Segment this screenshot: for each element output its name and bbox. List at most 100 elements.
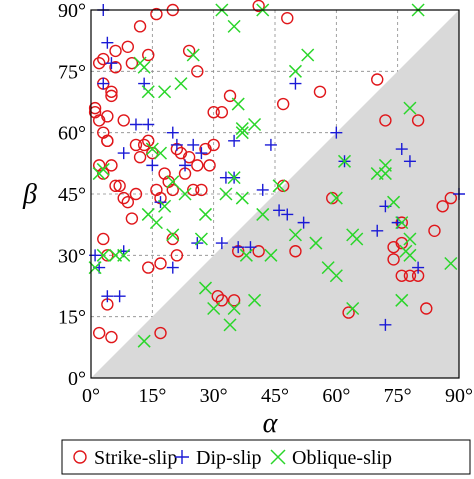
oblique-slip-point (166, 175, 180, 189)
dip-slip-point (264, 138, 277, 151)
dip-slip-point (101, 36, 114, 49)
strike-slip-point (154, 257, 167, 270)
strike-slip-point (129, 187, 143, 201)
x-tick-label: 90° (445, 385, 473, 407)
strike-slip-point (121, 40, 135, 53)
oblique-slip-point (239, 248, 253, 262)
x-tick-label: 75° (384, 385, 412, 407)
oblique-slip-point (337, 154, 352, 168)
strike-slip-point (97, 232, 110, 246)
x-tick-label: 15° (138, 385, 166, 407)
strike-slip-point (182, 150, 196, 164)
dip-slip-point (371, 224, 384, 237)
strike-slip-point (342, 306, 355, 319)
strike-slip-point (105, 159, 118, 172)
strike-slip-point (92, 114, 106, 127)
strike-slip-point (371, 73, 384, 86)
y-axis-label: β (22, 179, 37, 210)
strike-slip-point (420, 302, 433, 315)
dip-slip-point (142, 118, 155, 131)
legend: Strike-slip Dip-slip Oblique-slip (61, 439, 471, 475)
strike-slip-point (215, 106, 229, 119)
oblique-slip-point (329, 191, 343, 205)
strike-slip-point (166, 232, 179, 246)
dip-slip-point (330, 126, 343, 139)
oblique-slip-point (288, 228, 302, 242)
dip-slip-point (379, 318, 392, 331)
legend-label-dip-slip: Dip-slip (196, 447, 262, 469)
legend-box (61, 439, 471, 475)
dip-slip-point (412, 261, 425, 274)
strike-slip-point (170, 249, 184, 262)
strike-slip-point (137, 138, 151, 152)
dip-slip-point (146, 159, 159, 172)
dip-slip-point (101, 290, 114, 303)
x-axis-label: α (263, 408, 279, 439)
oblique-slip-point (227, 171, 241, 185)
oblique-slip-point (141, 207, 155, 221)
strike-slip-point (191, 65, 204, 78)
oblique-slip-point (219, 187, 233, 201)
dip-slip-point (297, 216, 310, 229)
strike-slip-point (387, 253, 400, 266)
x-tick-label: 60° (322, 385, 350, 407)
oblique-slip-point (231, 97, 245, 111)
x-tick-labels: 0° 15° 30° 45° 60° 75° 90° (82, 385, 473, 407)
oblique-slip-point (301, 48, 315, 62)
strike-slip-point (142, 261, 155, 274)
oblique-slip-point (227, 301, 241, 316)
strike-slip-point (142, 134, 155, 148)
strike-slip-point (276, 97, 290, 111)
oblique-slip-point (223, 318, 237, 332)
legend-marker-strike-slip (73, 450, 87, 464)
strike-slip-point (105, 330, 118, 344)
strike-slip-point (109, 44, 122, 58)
dip-slip-point (170, 138, 183, 151)
oblique-slip-point (186, 48, 200, 62)
strike-slip-point (395, 269, 408, 282)
strike-slip-point (215, 294, 229, 307)
oblique-slip-point (395, 293, 409, 307)
strike-slip-point (326, 191, 339, 205)
dip-slip-point (228, 134, 241, 147)
strike-slip-point (105, 89, 118, 103)
legend-label-strike-slip: Strike-slip (94, 447, 177, 469)
strike-slip-point (403, 269, 417, 282)
dip-slip-point (166, 126, 179, 139)
y-tick-label: 30° (58, 245, 86, 267)
dip-slip-point (256, 183, 269, 196)
x-tick-label: 45° (261, 385, 289, 407)
dip-slip-point (232, 241, 245, 254)
strike-slip-point (101, 249, 114, 262)
y-tick-label: 0° (68, 368, 86, 390)
dip-slip-point (195, 147, 208, 160)
oblique-slip-point (174, 77, 188, 91)
strike-slip-point (117, 114, 130, 127)
dip-slip-point (215, 237, 228, 250)
oblique-slip-point (329, 269, 343, 283)
oblique-slip-point (137, 60, 151, 74)
strike-slip-point (109, 179, 122, 193)
strike-slip-point (97, 52, 110, 66)
strike-slip-point (252, 0, 265, 13)
strike-slip-point (182, 44, 196, 58)
legend-label-oblique-slip: Oblique-slip (292, 447, 392, 469)
strike-slip-point (252, 245, 265, 258)
strike-slip-point (187, 183, 200, 197)
oblique-slip-point (272, 179, 286, 193)
oblique-slip-point (96, 162, 110, 176)
dip-slip-point (97, 77, 110, 90)
oblique-slip-point (378, 158, 392, 172)
plot-frame (90, 9, 460, 379)
oblique-slip-point (207, 301, 221, 316)
strike-slip-point (223, 89, 237, 103)
strike-slip-point (142, 48, 155, 62)
strike-slip-point (379, 114, 392, 127)
strike-slip-point (154, 326, 167, 340)
strike-slip-point (276, 179, 290, 193)
strike-slip-point (211, 290, 224, 303)
oblique-slip-point (158, 85, 172, 99)
oblique-slip-point (137, 334, 151, 348)
y-tick-label: 90° (58, 0, 86, 22)
dip-slip-point (117, 147, 130, 160)
